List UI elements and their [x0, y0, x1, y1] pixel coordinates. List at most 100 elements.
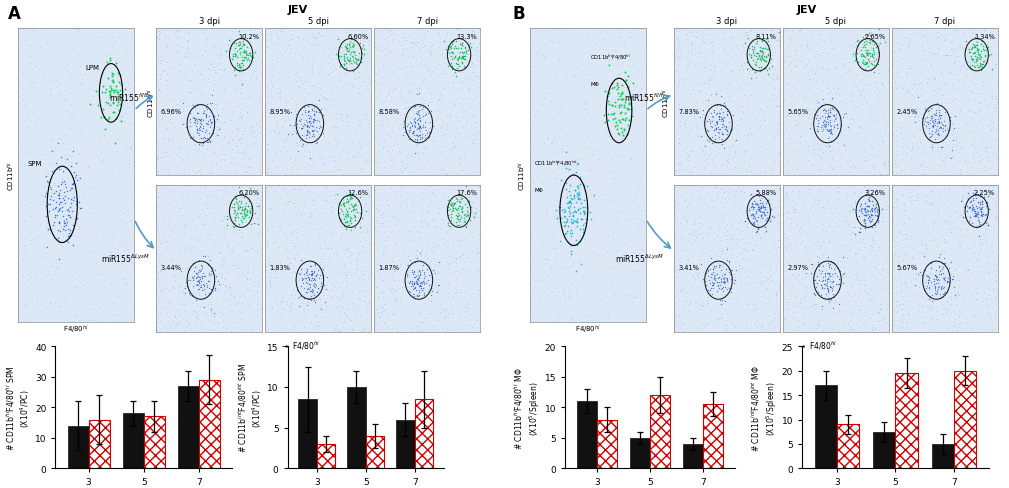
- Point: [978, 43, 994, 51]
- Point: [430, 114, 446, 122]
- Point: [164, 318, 181, 326]
- Point: [947, 254, 964, 262]
- Point: [894, 244, 910, 251]
- Point: [153, 261, 170, 268]
- Point: [370, 266, 386, 274]
- Point: [735, 210, 751, 218]
- Point: [58, 199, 74, 207]
- Point: [745, 57, 761, 65]
- Point: [768, 103, 784, 111]
- Point: [298, 283, 314, 290]
- Point: [249, 247, 265, 255]
- Point: [941, 31, 958, 39]
- Point: [820, 135, 836, 142]
- Point: [785, 196, 801, 204]
- Point: [610, 233, 627, 241]
- Point: [936, 289, 952, 297]
- Point: [740, 61, 756, 68]
- Point: [938, 55, 955, 62]
- Point: [324, 86, 340, 94]
- Point: [405, 53, 421, 61]
- Point: [830, 109, 847, 117]
- Point: [586, 198, 602, 206]
- Point: [200, 277, 216, 285]
- Point: [748, 192, 764, 200]
- Point: [344, 203, 360, 211]
- Point: [471, 100, 487, 107]
- Point: [802, 242, 818, 249]
- Point: [856, 321, 872, 328]
- Point: [761, 275, 777, 283]
- Point: [896, 206, 912, 214]
- Point: [372, 75, 388, 83]
- Point: [987, 154, 1003, 162]
- Point: [230, 221, 246, 229]
- Point: [357, 65, 373, 73]
- Point: [835, 114, 852, 122]
- Point: [202, 118, 218, 125]
- Point: [282, 307, 298, 315]
- Point: [260, 224, 276, 232]
- Point: [343, 233, 359, 241]
- Point: [552, 238, 568, 245]
- Point: [985, 207, 1001, 215]
- Point: [288, 268, 304, 276]
- Point: [848, 43, 864, 51]
- Point: [899, 104, 915, 112]
- Point: [926, 271, 942, 279]
- Point: [987, 197, 1003, 205]
- Point: [928, 110, 944, 118]
- Point: [605, 142, 622, 150]
- Point: [453, 196, 469, 203]
- Point: [720, 129, 737, 137]
- Point: [987, 214, 1003, 222]
- Point: [165, 236, 182, 244]
- Point: [337, 51, 353, 59]
- Point: [630, 55, 646, 62]
- Point: [690, 257, 706, 265]
- Point: [348, 56, 364, 64]
- Point: [412, 61, 428, 68]
- Bar: [178, 386, 199, 468]
- Point: [675, 287, 691, 295]
- Point: [856, 317, 872, 325]
- Point: [586, 191, 602, 199]
- Point: [404, 133, 420, 141]
- Point: [302, 83, 318, 91]
- Point: [341, 238, 357, 245]
- Point: [340, 213, 356, 221]
- Point: [197, 42, 213, 50]
- Point: [229, 131, 245, 139]
- Point: [921, 285, 937, 293]
- Point: [693, 256, 709, 264]
- Point: [249, 300, 265, 308]
- Point: [633, 75, 649, 83]
- Point: [150, 37, 166, 44]
- Point: [308, 124, 324, 132]
- Point: [106, 121, 122, 129]
- Point: [983, 315, 999, 323]
- Point: [41, 207, 58, 215]
- Point: [970, 208, 986, 216]
- Point: [259, 146, 275, 154]
- Point: [348, 253, 364, 261]
- Point: [349, 264, 365, 272]
- Point: [790, 191, 806, 199]
- Point: [687, 221, 703, 228]
- Point: [985, 149, 1001, 157]
- Point: [842, 169, 858, 177]
- Point: [951, 107, 968, 115]
- Point: [529, 185, 545, 193]
- Point: [189, 125, 205, 133]
- Point: [208, 69, 224, 77]
- Point: [783, 60, 799, 67]
- Point: [717, 36, 734, 44]
- Point: [401, 151, 417, 159]
- Point: [923, 132, 939, 140]
- Point: [225, 244, 241, 252]
- Point: [787, 166, 803, 174]
- Point: [186, 171, 202, 179]
- Point: [685, 104, 701, 112]
- Point: [854, 92, 870, 100]
- Point: [348, 316, 364, 324]
